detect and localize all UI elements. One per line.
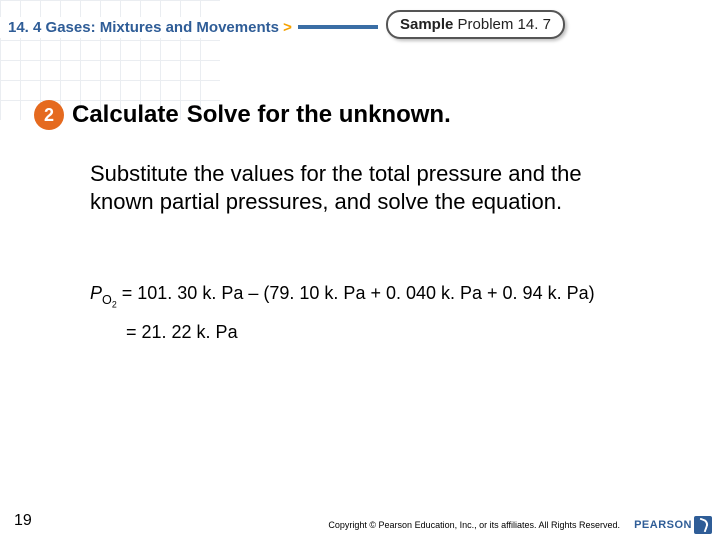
group-values: (79. 10 k. Pa + 0. 040 k. Pa + 0. 94 k. …: [263, 283, 594, 303]
badge-bold: Sample: [400, 16, 453, 33]
copyright-text: Copyright © Pearson Education, Inc., or …: [328, 520, 620, 530]
minus-sign: –: [248, 283, 258, 303]
section-title: 14. 4 Gases: Mixtures and Movements >: [0, 17, 298, 38]
header-bar: 14. 4 Gases: Mixtures and Movements >: [0, 12, 378, 42]
total-value: 101. 30 k. Pa: [137, 283, 243, 303]
step-number-circle: 2: [34, 100, 64, 130]
logo-text: PEARSON: [634, 519, 692, 531]
formula-block: PO2 = 101. 30 k. Pa – (79. 10 k. Pa + 0.…: [90, 275, 690, 350]
step-desc: Solve for the unknown.: [187, 101, 451, 129]
slide: 14. 4 Gases: Mixtures and Movements > Sa…: [0, 0, 720, 540]
chevron-icon: >: [283, 19, 292, 36]
publisher-logo: PEARSON: [634, 516, 712, 534]
step-label: Calculate: [72, 101, 179, 129]
page-number: 19: [14, 512, 32, 530]
formula-line-1: PO2 = 101. 30 k. Pa – (79. 10 k. Pa + 0.…: [90, 275, 690, 314]
section-text: 14. 4 Gases: Mixtures and Movements: [8, 19, 279, 36]
lhs-sub: O2: [102, 293, 117, 307]
lhs-symbol: P: [90, 283, 102, 303]
badge-rest: Problem 14. 7: [458, 16, 551, 33]
result: = 21. 22 k. Pa: [126, 322, 238, 342]
step-heading: 2 Calculate Solve for the unknown.: [34, 100, 680, 130]
body-paragraph: Substitute the values for the total pres…: [90, 160, 630, 215]
logo-mark-icon: [694, 516, 712, 534]
eq-sign: =: [122, 283, 133, 303]
formula-line-2: = 21. 22 k. Pa: [90, 314, 690, 350]
sample-problem-badge: Sample Problem 14. 7: [386, 10, 565, 39]
